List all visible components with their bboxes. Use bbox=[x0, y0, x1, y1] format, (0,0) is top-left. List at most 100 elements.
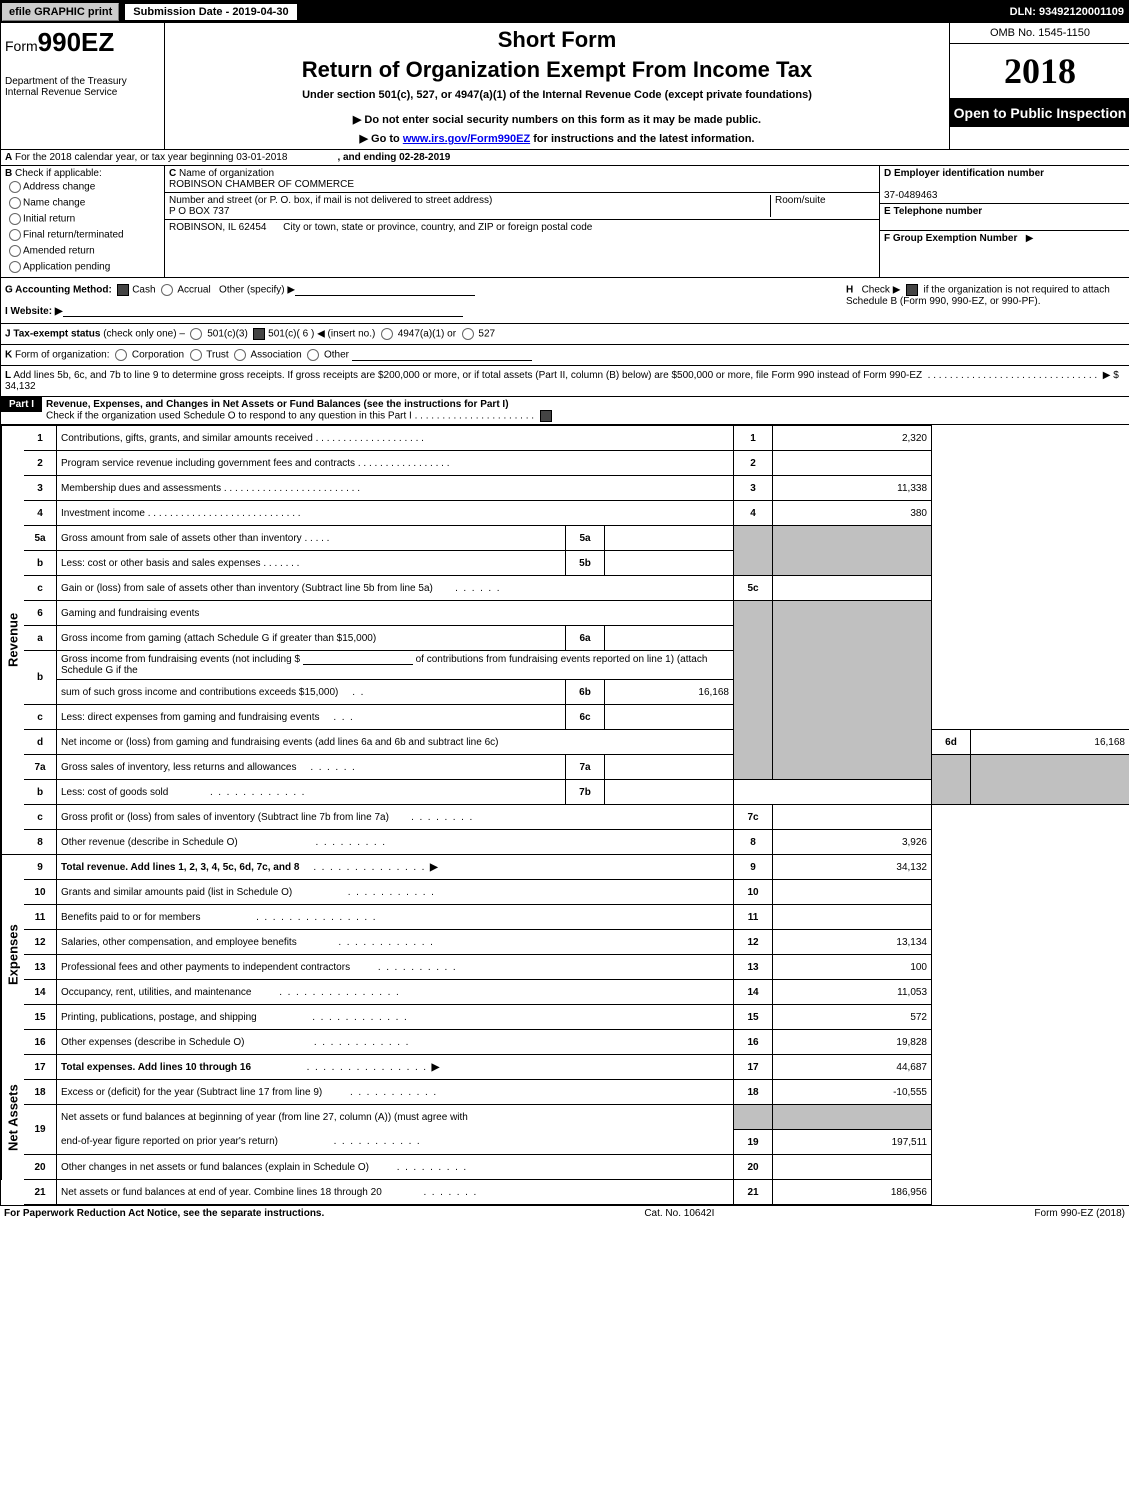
do-not-enter-text: ▶ Do not enter social security numbers o… bbox=[169, 113, 945, 126]
line-num: 17 bbox=[24, 1055, 57, 1080]
g-other-blank[interactable] bbox=[295, 285, 475, 296]
table-row: c Less: direct expenses from gaming and … bbox=[24, 705, 1129, 730]
name-change-label: Name change bbox=[23, 198, 85, 209]
street-label: Number and street (or P. O. box, if mail… bbox=[169, 195, 492, 206]
under-section-text: Under section 501(c), 527, or 4947(a)(1)… bbox=[169, 89, 945, 101]
line-num: b bbox=[24, 780, 57, 805]
amended-return-label: Amended return bbox=[23, 246, 95, 257]
line-desc: Professional fees and other payments to … bbox=[57, 955, 734, 980]
line-desc: Less: cost of goods sold . . . . . . . .… bbox=[57, 780, 566, 805]
application-pending-check[interactable]: Application pending bbox=[5, 259, 160, 275]
final-return-label: Final return/terminated bbox=[23, 230, 124, 241]
dept-label: Department of the Treasury bbox=[5, 76, 160, 87]
line-rval bbox=[773, 805, 932, 830]
part1-check-text: Check if the organization used Schedule … bbox=[46, 411, 412, 422]
cat-no: Cat. No. 10642I bbox=[644, 1208, 714, 1219]
radio-icon[interactable] bbox=[381, 328, 393, 340]
ein-block: D Employer identification number 37-0489… bbox=[880, 166, 1129, 204]
line-rval bbox=[773, 880, 932, 905]
website-blank[interactable] bbox=[63, 306, 463, 317]
radio-icon[interactable] bbox=[161, 284, 173, 296]
line-num: 1 bbox=[24, 426, 57, 451]
line-rnum: 3 bbox=[734, 476, 773, 501]
f-label: F Group Exemption Number bbox=[884, 233, 1017, 244]
table-row: 21 Net assets or fund balances at end of… bbox=[24, 1180, 1129, 1205]
radio-icon[interactable] bbox=[307, 349, 319, 361]
table-row: 3 Membership dues and assessments . . . … bbox=[24, 476, 1129, 501]
header-center: Short Form Return of Organization Exempt… bbox=[165, 23, 949, 149]
d-label: D Employer identification number bbox=[884, 168, 1044, 179]
org-name: ROBINSON CHAMBER OF COMMERCE bbox=[169, 179, 354, 190]
g-label: G Accounting Method: bbox=[5, 285, 112, 296]
table-row: 4 Investment income . . . . . . . . . . … bbox=[24, 501, 1129, 526]
radio-icon bbox=[9, 181, 21, 193]
g-row: G Accounting Method: Cash Accrual Other … bbox=[5, 284, 846, 296]
final-return-check[interactable]: Final return/terminated bbox=[5, 227, 160, 243]
open-to-public-badge: Open to Public Inspection bbox=[950, 99, 1129, 127]
l-text: Add lines 5b, 6c, and 7b to line 9 to de… bbox=[13, 370, 922, 381]
section-a-ending: , and ending 02-28-2019 bbox=[337, 152, 450, 163]
k-other-blank[interactable] bbox=[352, 350, 532, 361]
line-rnum: 4 bbox=[734, 501, 773, 526]
amended-return-check[interactable]: Amended return bbox=[5, 243, 160, 259]
line-num: 8 bbox=[24, 830, 57, 855]
form-number-block: Form990EZ bbox=[5, 27, 160, 58]
name-change-check[interactable]: Name change bbox=[5, 195, 160, 211]
checkbox-icon[interactable] bbox=[117, 284, 129, 296]
section-a: A For the 2018 calendar year, or tax yea… bbox=[1, 150, 1129, 165]
line-mval bbox=[605, 526, 734, 551]
radio-icon[interactable] bbox=[115, 349, 127, 361]
j-opt1: 501(c)(3) bbox=[207, 329, 248, 340]
table-row: 6 Gaming and fundraising events bbox=[24, 601, 1129, 626]
line-num: 4 bbox=[24, 501, 57, 526]
table-row: 19 Net assets or fund balances at beginn… bbox=[24, 1105, 1129, 1130]
table-row: 15 Printing, publications, postage, and … bbox=[24, 1005, 1129, 1030]
line-desc: Net assets or fund balances at end of ye… bbox=[57, 1180, 734, 1205]
arrow-right-icon: ▶ bbox=[432, 1062, 440, 1073]
go-to-suffix: for instructions and the latest informat… bbox=[530, 133, 754, 145]
j-opt4: 527 bbox=[478, 329, 495, 340]
efile-print-button[interactable]: efile GRAPHIC print bbox=[2, 3, 119, 21]
checkbox-icon[interactable] bbox=[253, 328, 265, 340]
part1-header-row: Part I Revenue, Expenses, and Changes in… bbox=[1, 397, 1129, 425]
line-num: 5a bbox=[24, 526, 57, 551]
line-desc: Salaries, other compensation, and employ… bbox=[57, 930, 734, 955]
line-rnum: 5c bbox=[734, 576, 773, 601]
line-rval: 13,134 bbox=[773, 930, 932, 955]
section-a-label: A bbox=[5, 152, 12, 163]
side-labels-column: Revenue Expenses Net Assets bbox=[1, 425, 24, 1205]
line-rval: 11,053 bbox=[773, 980, 932, 1005]
j-opt3: 4947(a)(1) or bbox=[398, 329, 456, 340]
line-rval: 11,338 bbox=[773, 476, 932, 501]
initial-return-check[interactable]: Initial return bbox=[5, 211, 160, 227]
section-bcd-row: B Check if applicable: Address change Na… bbox=[1, 166, 1129, 278]
address-change-check[interactable]: Address change bbox=[5, 179, 160, 195]
radio-icon[interactable] bbox=[462, 328, 474, 340]
l-label: L bbox=[5, 370, 11, 381]
blank-field[interactable] bbox=[303, 654, 413, 665]
table-row: 8 Other revenue (describe in Schedule O)… bbox=[24, 830, 1129, 855]
table-row: d Net income or (loss) from gaming and f… bbox=[24, 730, 1129, 755]
checkbox-icon[interactable] bbox=[540, 410, 552, 422]
go-to-link[interactable]: www.irs.gov/Form990EZ bbox=[403, 133, 530, 145]
line-rval: 100 bbox=[773, 955, 932, 980]
col-d: D Employer identification number 37-0489… bbox=[880, 166, 1129, 277]
radio-icon[interactable] bbox=[234, 349, 246, 361]
part1-badge: Part I bbox=[1, 397, 42, 412]
initial-return-label: Initial return bbox=[23, 214, 75, 225]
line-rval bbox=[773, 451, 932, 476]
radio-icon[interactable] bbox=[190, 349, 202, 361]
room-label: Room/suite bbox=[775, 195, 826, 206]
line-num: a bbox=[24, 626, 57, 651]
k-label: K bbox=[5, 350, 12, 361]
checkbox-icon[interactable] bbox=[906, 284, 918, 296]
omb-number: OMB No. 1545-1150 bbox=[950, 23, 1129, 44]
line-num: 19 bbox=[24, 1105, 57, 1155]
side-label-expenses: Expenses bbox=[1, 854, 24, 1055]
col-b: B Check if applicable: Address change Na… bbox=[1, 166, 165, 277]
check-if-label: Check if applicable: bbox=[15, 168, 102, 179]
radio-icon[interactable] bbox=[190, 328, 202, 340]
shaded-cell bbox=[773, 601, 932, 780]
form-header: Form990EZ Department of the Treasury Int… bbox=[1, 23, 1129, 150]
section-a-row: A For the 2018 calendar year, or tax yea… bbox=[1, 150, 1129, 166]
